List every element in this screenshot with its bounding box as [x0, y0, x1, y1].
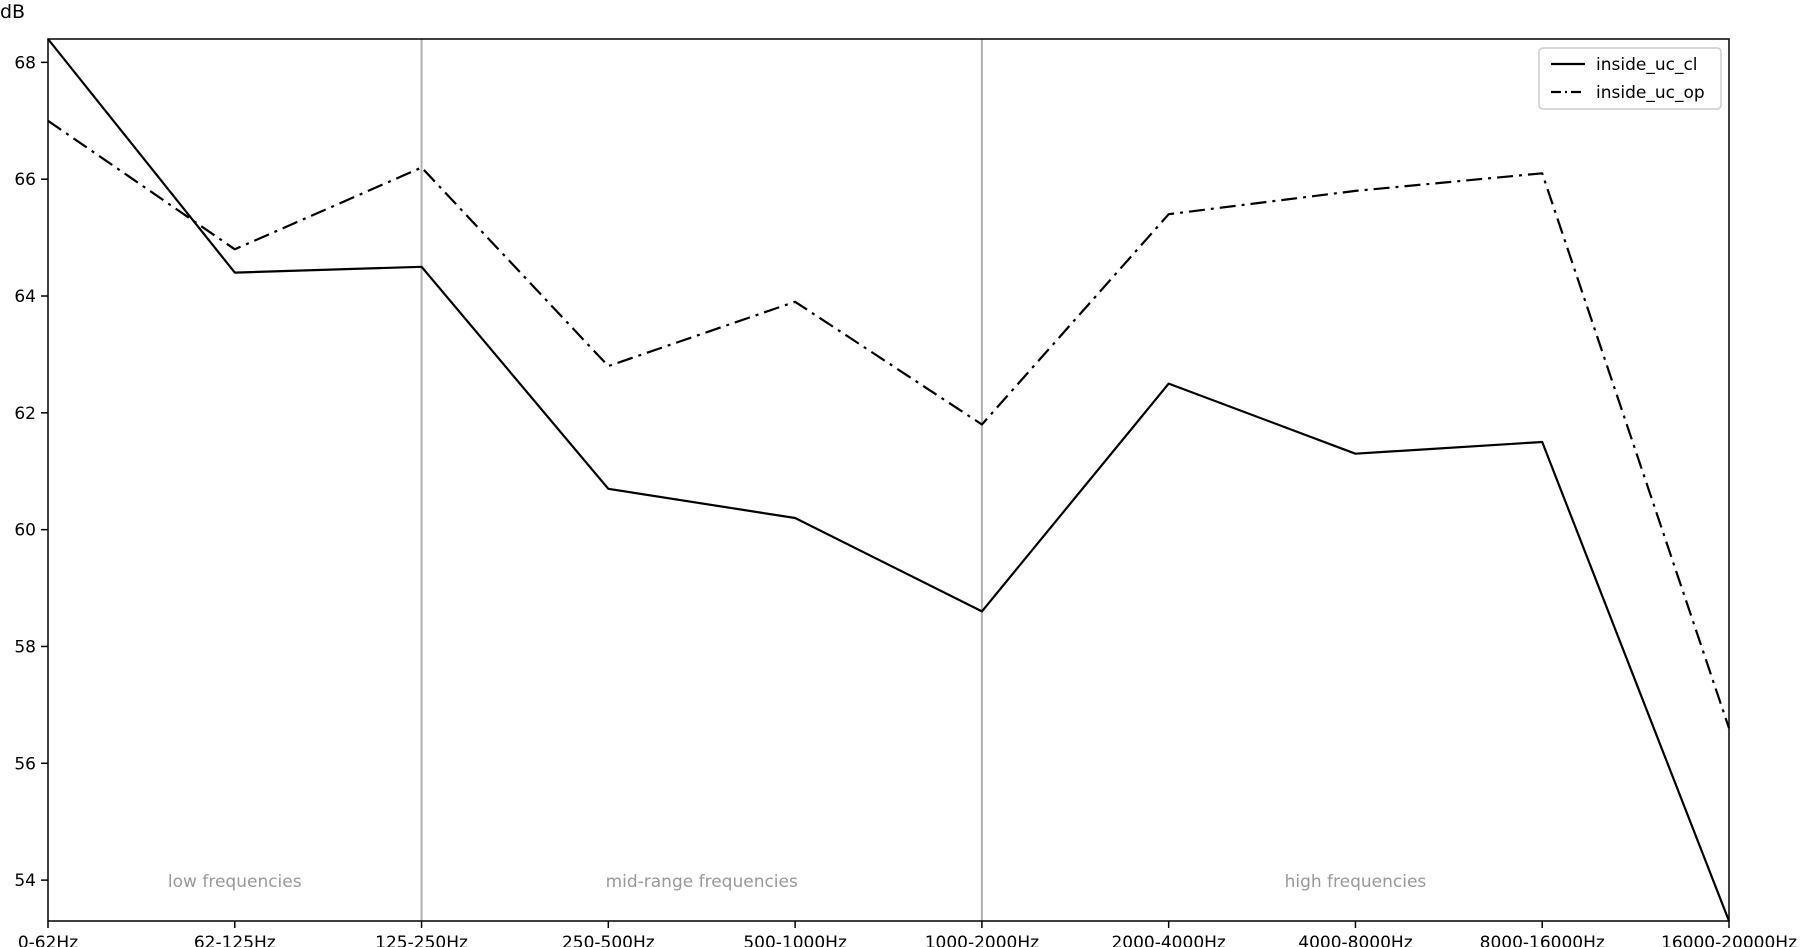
- series-line-inside_uc_cl: [47, 38, 1731, 922]
- y-axis: 54 56 58 60 62 64 66 68: [14, 53, 48, 891]
- y-tick-label: 58: [14, 637, 36, 657]
- series-line-inside_uc_op: [47, 119, 1731, 729]
- plot-frame: [47, 38, 1730, 922]
- band-boundaries: [420, 39, 983, 921]
- x-tick-label: 8000-16000Hz: [1480, 933, 1605, 947]
- band-label-2: mid-range frequencies: [606, 872, 798, 892]
- x-axis: 0-62Hz 62-125Hz 125-250Hz 250-500Hz 500-1000…: [18, 921, 1797, 947]
- x-tick-label: 250-500Hz: [562, 933, 655, 947]
- y-tick-label: 68: [14, 53, 36, 73]
- y-tick-label: 56: [14, 754, 36, 774]
- y-tick-label: 54: [14, 871, 36, 891]
- legend: inside_uc_cl inside_uc_op: [1538, 47, 1722, 110]
- y-tick-label: 62: [14, 404, 36, 424]
- x-tick-label: 62-125Hz: [194, 933, 276, 947]
- y-tick-label: 64: [14, 287, 36, 307]
- x-tick-label: 2000-4000Hz: [1111, 933, 1225, 947]
- band-label-3: high frequencies: [1285, 872, 1427, 892]
- x-tick-label: 1000-2000Hz: [925, 933, 1039, 947]
- x-tick-label: 0-62Hz: [18, 933, 78, 947]
- y-tick-label: 66: [14, 170, 36, 190]
- legend-label-inside_uc_cl: inside_uc_cl: [1596, 55, 1698, 75]
- band-labels: low frequencies mid-range frequencies high…: [168, 872, 1427, 892]
- y-tick-label: 60: [14, 521, 36, 541]
- x-tick-label: 125-250Hz: [375, 933, 468, 947]
- legend-label-inside_uc_op: inside_uc_op: [1596, 83, 1705, 103]
- x-tick-label: 500-1000Hz: [743, 933, 847, 947]
- x-tick-label: 16000-20000Hz: [1661, 933, 1797, 947]
- x-tick-label: 4000-8000Hz: [1298, 933, 1412, 947]
- y-axis-label: dB: [0, 1, 25, 23]
- band-label-1: low frequencies: [168, 872, 302, 892]
- series-lines: [47, 38, 1731, 922]
